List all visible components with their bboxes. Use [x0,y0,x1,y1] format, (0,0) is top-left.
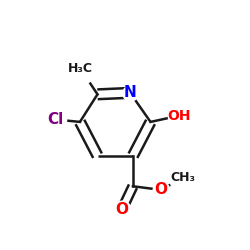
Text: N: N [124,86,136,100]
Text: H₃C: H₃C [68,62,93,75]
Text: O: O [116,202,128,217]
Text: OH: OH [167,109,190,123]
Text: CH₃: CH₃ [170,171,196,184]
Text: Cl: Cl [47,112,64,127]
Text: O: O [154,182,168,198]
